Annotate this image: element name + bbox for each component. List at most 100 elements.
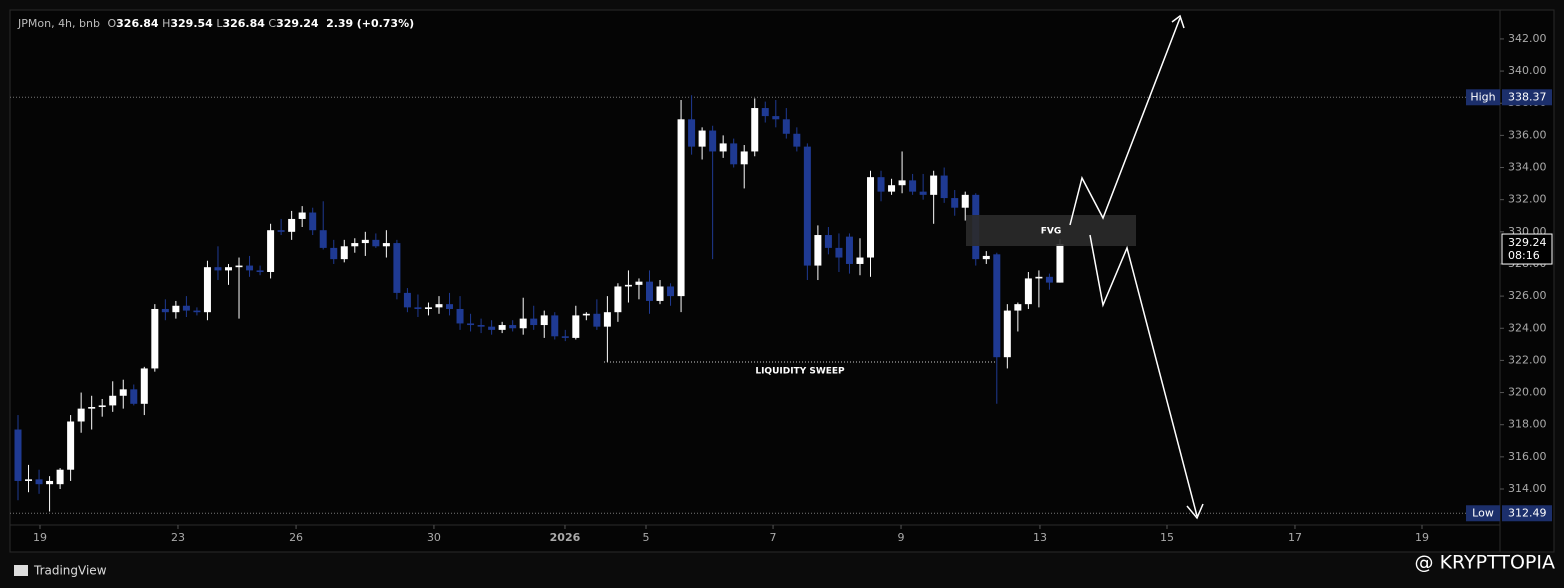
ohlc-letter: O xyxy=(107,17,116,30)
y-tick-label: 336.00 xyxy=(1508,128,1547,141)
candle-body xyxy=(477,325,485,327)
candle-body xyxy=(782,119,790,134)
candle-body xyxy=(593,313,601,327)
candle-body xyxy=(909,180,917,192)
level-value-box xyxy=(1502,505,1552,522)
candle-body xyxy=(982,255,990,260)
ohlc-letter: L xyxy=(216,17,223,30)
candle-body xyxy=(793,133,801,147)
level-value: 312.49 xyxy=(1508,506,1547,519)
candle-body xyxy=(267,230,275,273)
candle-body xyxy=(824,235,832,248)
platform-logo xyxy=(14,565,28,576)
candle-body xyxy=(740,151,748,165)
level-tag xyxy=(1466,505,1500,522)
x-tick-label: 7 xyxy=(770,531,777,544)
candle-body xyxy=(14,429,22,481)
candle-body xyxy=(519,318,527,329)
candle-body xyxy=(224,267,232,271)
candle-body xyxy=(698,130,706,147)
candle-body xyxy=(645,281,653,301)
candle-body xyxy=(309,212,317,231)
fvg-zone xyxy=(966,215,1136,246)
candle-body xyxy=(446,304,454,309)
arrow-head xyxy=(1171,14,1185,29)
countdown: 08:16 xyxy=(1508,249,1540,262)
candle-body xyxy=(193,310,201,313)
candle-body xyxy=(88,407,96,409)
y-tick-label: 340.00 xyxy=(1508,64,1547,77)
candle-body xyxy=(1024,278,1032,305)
candle-body xyxy=(761,108,769,117)
candle-body xyxy=(414,307,422,309)
candle-body xyxy=(277,230,285,232)
x-tick-label: 5 xyxy=(643,531,650,544)
candle-body xyxy=(561,336,569,338)
candle-body xyxy=(151,308,159,369)
y-tick-label: 332.00 xyxy=(1508,193,1547,206)
y-tick-label: 316.00 xyxy=(1508,450,1547,463)
candle-body xyxy=(603,312,611,327)
change-pct: (+0.73%) xyxy=(357,17,414,30)
header-legend: JPMon, 4h, bnb O326.84 H329.54 L326.84 C… xyxy=(17,17,414,30)
high-value: 329.54 xyxy=(170,17,213,30)
candle-body xyxy=(340,246,348,260)
candle-body xyxy=(730,143,738,165)
open-value: 326.84 xyxy=(116,17,159,30)
candle-body xyxy=(467,323,475,326)
level-tag-label: High xyxy=(1470,90,1495,103)
candle-body xyxy=(635,281,643,285)
candle-body xyxy=(172,305,180,313)
projection-down xyxy=(1089,234,1198,517)
y-tick-label: 314.00 xyxy=(1508,482,1547,495)
ohlc-letter: H xyxy=(162,17,170,30)
candle-body xyxy=(677,119,685,297)
candle-body xyxy=(161,308,169,313)
candle-body xyxy=(1045,276,1053,283)
x-tick-label: 19 xyxy=(33,531,47,544)
candle-body xyxy=(572,315,580,338)
candle-body xyxy=(203,267,211,313)
candle-body xyxy=(298,212,306,219)
x-tick-label: 19 xyxy=(1415,531,1429,544)
fvg-label: FVG xyxy=(1041,227,1062,237)
candle-body xyxy=(930,175,938,195)
candle-body xyxy=(46,480,54,485)
candle-body xyxy=(1014,304,1022,311)
ohlc-letter: C xyxy=(268,17,276,30)
x-tick-label: 15 xyxy=(1160,531,1174,544)
candle-body xyxy=(246,265,254,271)
symbol: JPMon, 4h, bnb xyxy=(17,17,100,30)
candle-body xyxy=(403,292,411,308)
candle-body xyxy=(435,304,443,308)
candle-body xyxy=(488,326,496,330)
projection-up xyxy=(1069,17,1181,226)
candle-body xyxy=(330,247,338,260)
candle-body xyxy=(961,194,969,208)
last-price: 329.24 xyxy=(1508,236,1547,249)
candle-body xyxy=(319,230,327,248)
x-tick-label: 17 xyxy=(1288,531,1302,544)
x-tick-label: 9 xyxy=(898,531,905,544)
candle-body xyxy=(835,247,843,258)
candle-body xyxy=(140,368,148,404)
liquidity-sweep-label: LIQUIDITY SWEEP xyxy=(755,367,845,377)
y-tick-label: 334.00 xyxy=(1508,161,1547,174)
candle-body xyxy=(509,325,517,329)
plot-area: 314.00 316.00 318.00 320.00 322.00 324.00 326.… xyxy=(10,32,1553,544)
candle-body xyxy=(898,180,906,186)
candle-body xyxy=(656,286,664,301)
candle-body xyxy=(182,305,190,311)
candle-body xyxy=(1056,244,1064,283)
candle-body xyxy=(530,318,538,326)
level-tag-label: Low xyxy=(1472,506,1494,519)
candle-body xyxy=(35,479,43,485)
platform-name: TradingView xyxy=(33,564,107,578)
candle-body xyxy=(867,177,875,258)
candle-body xyxy=(940,175,948,199)
candle-body xyxy=(130,389,138,404)
level-value-box xyxy=(1502,89,1552,106)
watermark: @ KRYPTTOPIA xyxy=(1415,552,1555,574)
candle-body xyxy=(709,130,717,152)
candle-body xyxy=(551,315,559,337)
